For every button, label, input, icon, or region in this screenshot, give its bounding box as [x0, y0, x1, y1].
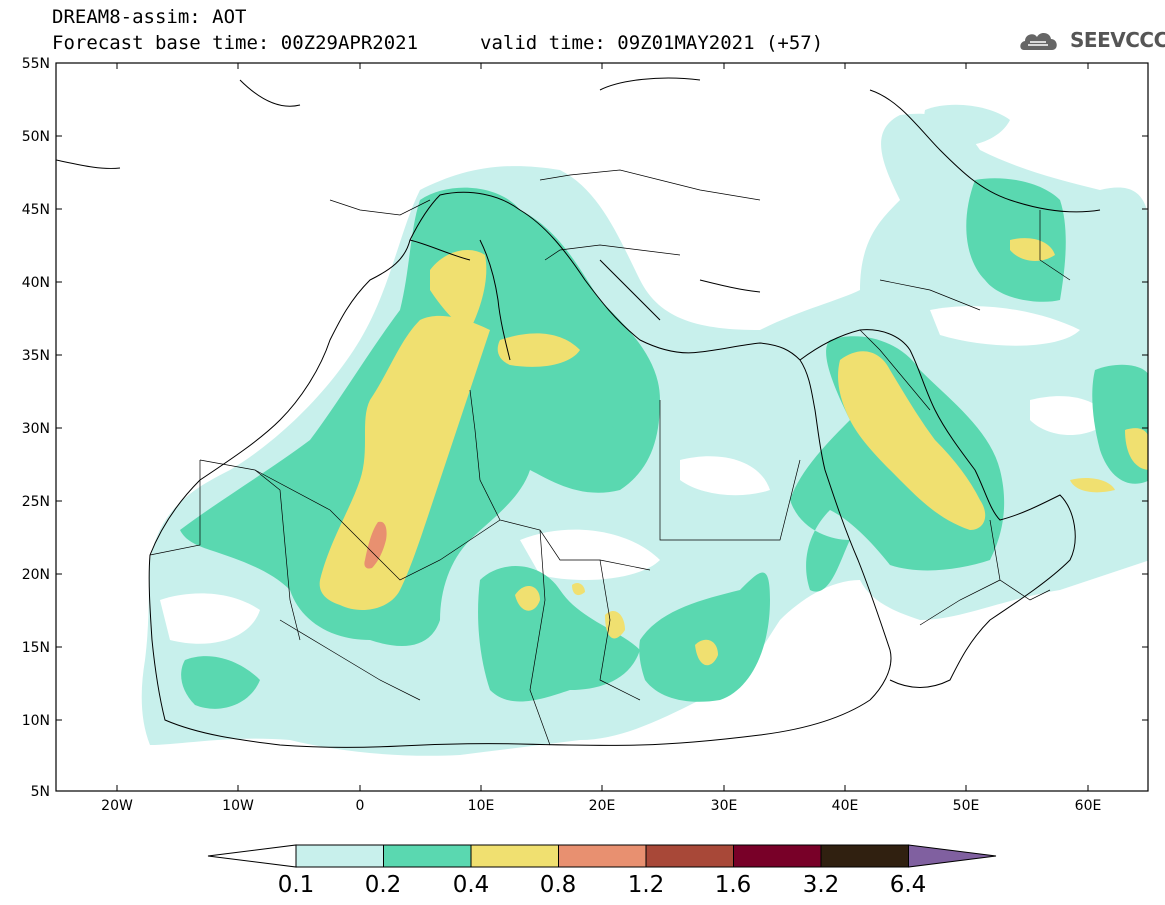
lat-label: 30N: [22, 421, 50, 437]
lon-label: 30E: [711, 798, 738, 814]
lat-label: 50N: [22, 129, 50, 145]
aot-clear-areas: [160, 306, 1110, 644]
lon-label: 60E: [1075, 798, 1102, 814]
colorbar-swatch: [558, 844, 647, 868]
lon-label: 20E: [589, 798, 616, 814]
coastlines: [56, 77, 1101, 748]
colorbar-swatch: [820, 844, 909, 868]
colorbar-swatch: [295, 844, 384, 868]
cloud-logo-icon: [1020, 33, 1057, 50]
colorbar: [207, 844, 997, 868]
colorbar-label: 0.4: [452, 872, 490, 898]
aot-level-0.4: [319, 238, 1148, 666]
colorbar-label: 1.6: [714, 872, 752, 898]
latitude-labels: 55N 50N 45N 40N 35N 30N 25N 20N 15N 10N …: [22, 56, 50, 800]
longitude-labels: 20W 10W 0 10E 20E 30E 40E 50E 60E: [101, 798, 1101, 814]
political-borders: [149, 169, 1071, 746]
colorbar-over-triangle: [908, 844, 997, 868]
lat-label: 40N: [22, 275, 50, 291]
logo-text: SEEVCCC: [1070, 28, 1165, 52]
aot-level-0.8: [364, 521, 387, 569]
colorbar-swatch: [733, 844, 822, 868]
lon-label: 20W: [101, 798, 133, 814]
lon-label: 0: [356, 798, 365, 814]
forecast-base-time: Forecast base time: 00Z29APR2021: [52, 32, 419, 54]
valid-time: valid time: 09Z01MAY2021 (+57): [480, 32, 824, 54]
lat-label: 55N: [22, 56, 50, 72]
colorbar-label: 6.4: [889, 872, 927, 898]
map-title: DREAM8-assim: AOT: [52, 6, 247, 28]
lat-label: 45N: [22, 202, 50, 218]
colorbar-under-triangle: [207, 844, 297, 868]
lat-label: 35N: [22, 348, 50, 364]
colorbar-label: 3.2: [802, 872, 840, 898]
axis-ticks: [56, 62, 1148, 791]
lat-label: 20N: [22, 567, 50, 583]
aot-contours: [56, 77, 1148, 756]
colorbar-swatch: [383, 844, 472, 868]
lon-label: 10W: [222, 798, 254, 814]
lat-label: 10N: [22, 713, 50, 729]
lat-label: 15N: [22, 640, 50, 656]
colorbar-label: 0.8: [539, 872, 577, 898]
colorbar-label: 0.2: [364, 872, 402, 898]
colorbar-swatch: [470, 844, 559, 868]
lon-label: 10E: [468, 798, 495, 814]
lat-label: 25N: [22, 494, 50, 510]
colorbar-label: 1.2: [627, 872, 665, 898]
lon-label: 40E: [832, 798, 859, 814]
colorbar-swatch: [645, 844, 734, 868]
lat-label: 5N: [31, 784, 50, 800]
colorbar-label: 0.1: [277, 872, 315, 898]
lon-label: 50E: [953, 798, 980, 814]
